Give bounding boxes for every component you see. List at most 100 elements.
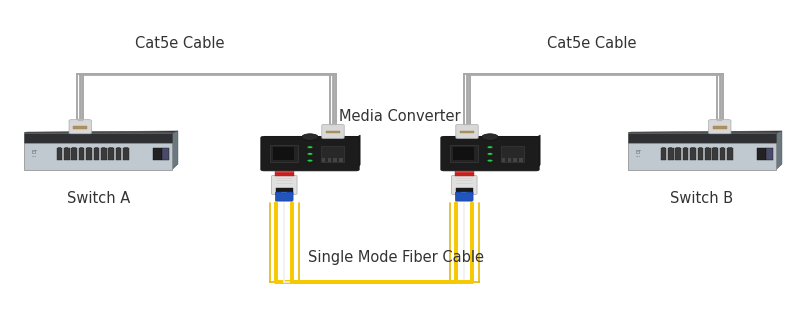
Bar: [123, 148, 129, 160]
Bar: [274, 147, 294, 160]
Bar: [766, 148, 773, 160]
Polygon shape: [172, 131, 178, 170]
Bar: [682, 148, 688, 160]
Bar: [80, 147, 83, 148]
Bar: [691, 147, 694, 148]
Polygon shape: [776, 131, 782, 170]
Bar: [162, 148, 169, 160]
Bar: [71, 148, 77, 160]
Bar: [456, 188, 473, 194]
Bar: [334, 158, 337, 162]
Bar: [720, 148, 726, 160]
Bar: [86, 148, 92, 160]
Bar: [668, 148, 674, 160]
Bar: [717, 119, 722, 121]
Bar: [675, 148, 681, 160]
Bar: [78, 148, 84, 160]
FancyBboxPatch shape: [456, 124, 478, 139]
Bar: [73, 126, 87, 129]
Polygon shape: [444, 137, 539, 138]
Circle shape: [482, 134, 498, 140]
Circle shape: [302, 134, 318, 140]
Bar: [698, 147, 702, 148]
Bar: [270, 145, 298, 162]
Text: ET
---: ET ---: [635, 150, 642, 159]
Bar: [662, 147, 665, 148]
Circle shape: [307, 160, 313, 162]
Bar: [153, 148, 162, 160]
Bar: [712, 148, 718, 160]
Bar: [328, 158, 331, 162]
Bar: [464, 124, 470, 125]
Bar: [460, 131, 474, 133]
Bar: [454, 173, 474, 176]
Bar: [94, 148, 99, 160]
Bar: [321, 146, 344, 162]
Bar: [514, 158, 517, 162]
Bar: [705, 148, 710, 160]
FancyBboxPatch shape: [261, 136, 359, 171]
Bar: [669, 147, 673, 148]
Circle shape: [487, 160, 493, 162]
FancyBboxPatch shape: [455, 192, 473, 201]
Bar: [628, 133, 776, 143]
Bar: [65, 147, 69, 148]
Bar: [757, 148, 766, 160]
Bar: [713, 126, 727, 129]
Bar: [322, 158, 326, 162]
FancyBboxPatch shape: [451, 175, 477, 195]
Bar: [102, 147, 106, 148]
Bar: [87, 147, 90, 148]
Bar: [57, 148, 62, 160]
Bar: [101, 148, 106, 160]
Bar: [508, 158, 511, 162]
Bar: [73, 147, 76, 148]
Bar: [728, 147, 732, 148]
Bar: [282, 192, 287, 193]
Bar: [339, 158, 342, 162]
FancyBboxPatch shape: [271, 175, 297, 195]
FancyBboxPatch shape: [441, 136, 539, 171]
Bar: [698, 148, 703, 160]
Text: Switch A: Switch A: [66, 191, 130, 206]
Bar: [276, 188, 293, 194]
Bar: [330, 124, 336, 125]
Circle shape: [307, 153, 313, 155]
Bar: [116, 148, 122, 160]
Bar: [454, 171, 474, 173]
Circle shape: [487, 153, 493, 155]
Bar: [78, 119, 83, 121]
Polygon shape: [628, 131, 782, 133]
Bar: [721, 147, 724, 148]
Bar: [727, 148, 733, 160]
Text: Single Mode Fiber Cable: Single Mode Fiber Cable: [308, 250, 484, 265]
Bar: [661, 148, 666, 160]
Text: Media Converter: Media Converter: [339, 109, 461, 124]
Bar: [450, 145, 478, 162]
Bar: [502, 158, 506, 162]
Bar: [274, 171, 294, 173]
Polygon shape: [536, 135, 540, 170]
Bar: [501, 146, 524, 162]
Circle shape: [487, 146, 493, 148]
Bar: [94, 147, 98, 148]
Bar: [706, 147, 710, 148]
Text: Cat5e Cable: Cat5e Cable: [547, 36, 637, 51]
Polygon shape: [24, 131, 178, 133]
Bar: [677, 147, 680, 148]
Bar: [453, 147, 474, 160]
Bar: [274, 173, 294, 176]
FancyBboxPatch shape: [275, 192, 293, 201]
Text: Cat5e Cable: Cat5e Cable: [135, 36, 225, 51]
Bar: [519, 158, 522, 162]
Text: Switch B: Switch B: [670, 191, 733, 206]
Bar: [117, 147, 120, 148]
FancyBboxPatch shape: [69, 120, 91, 134]
Bar: [462, 192, 467, 193]
Bar: [714, 147, 717, 148]
Polygon shape: [264, 137, 359, 138]
Bar: [684, 147, 687, 148]
FancyBboxPatch shape: [322, 124, 344, 139]
Bar: [58, 147, 61, 148]
Text: ET
---: ET ---: [31, 150, 38, 159]
